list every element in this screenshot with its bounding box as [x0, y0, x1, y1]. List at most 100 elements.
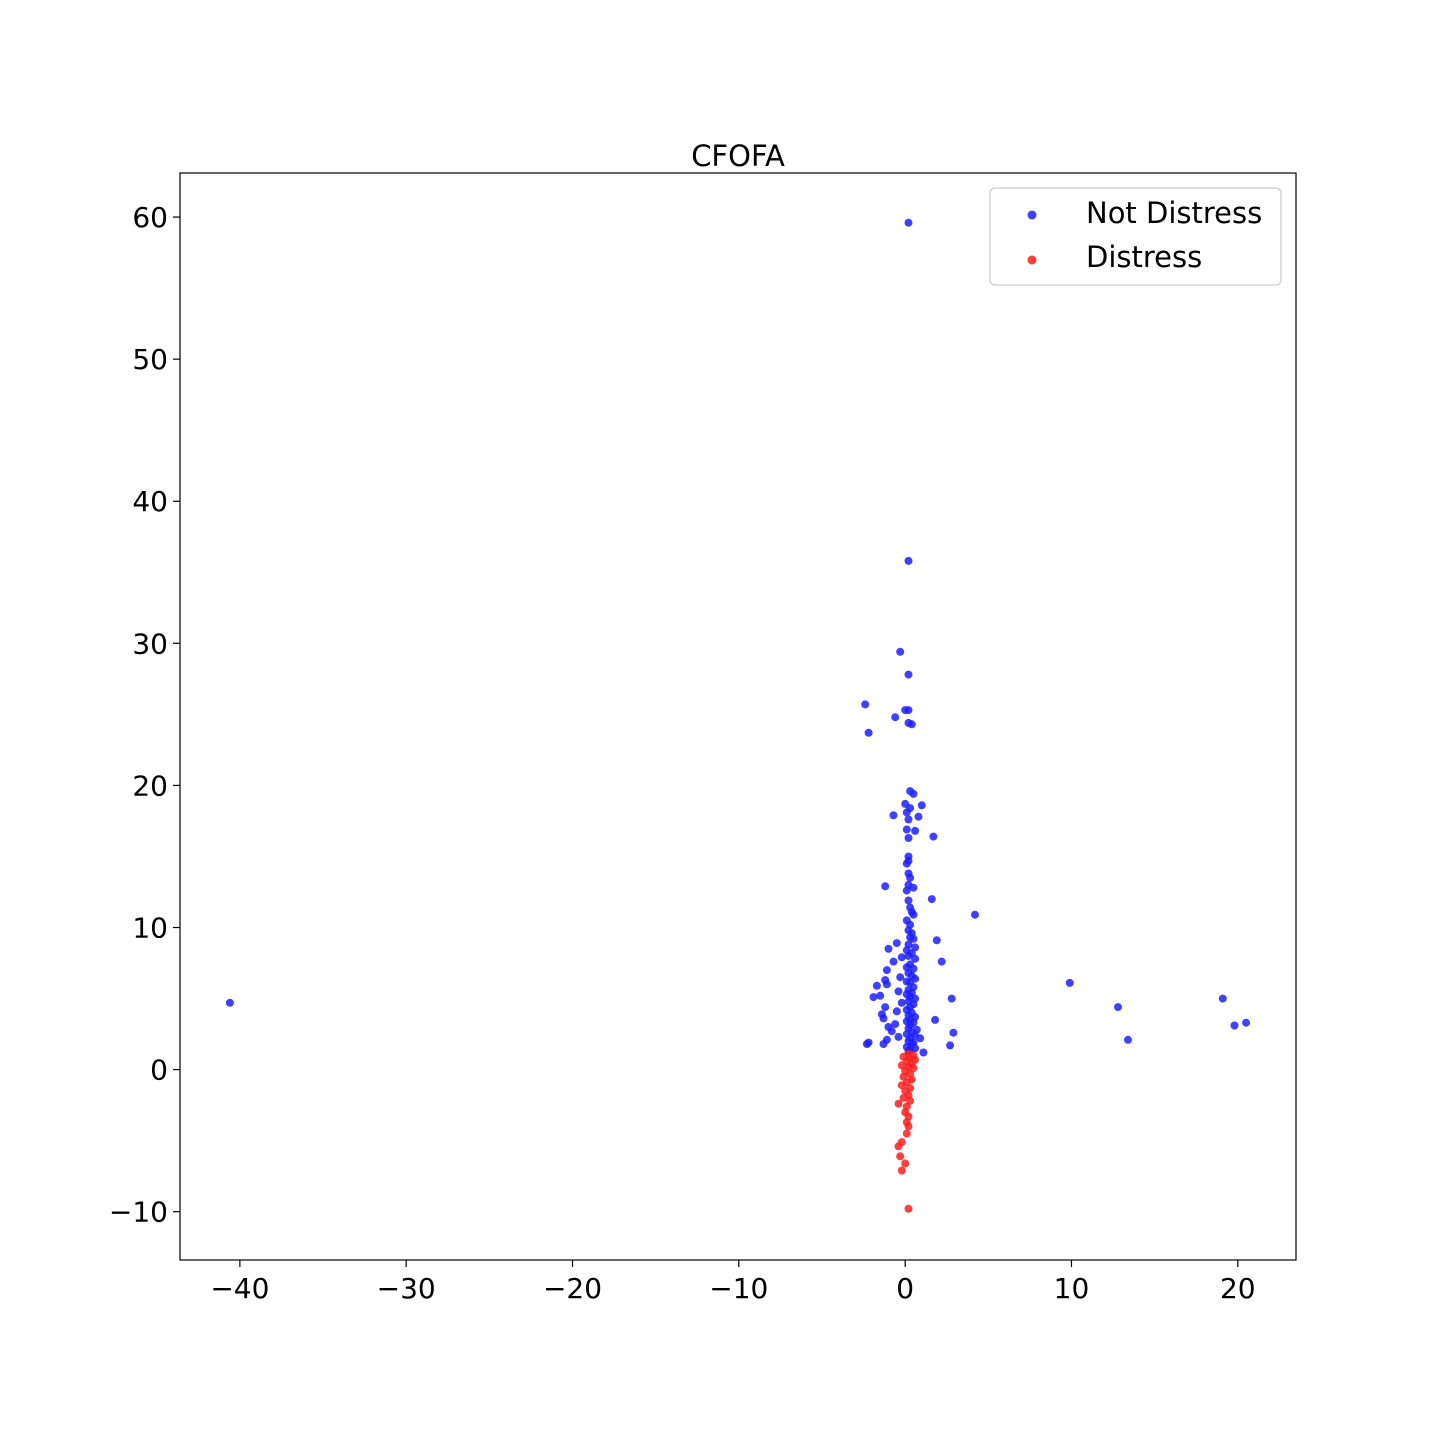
point-not-distress-7 — [891, 713, 900, 722]
point-not-distress-16 — [902, 808, 911, 817]
point-not-distress-78 — [869, 993, 878, 1002]
point-not-distress-76 — [876, 991, 885, 1000]
point-not-distress-112 — [894, 1032, 903, 1041]
point-not-distress-70 — [872, 981, 881, 990]
point-not-distress-30 — [909, 883, 918, 892]
point-not-distress-6 — [904, 706, 913, 715]
point-not-distress-84 — [225, 998, 234, 1007]
point-distress-21 — [894, 1099, 903, 1108]
y-tick-label-5: 40 — [132, 485, 168, 518]
point-not-distress-83 — [897, 998, 906, 1007]
point-not-distress-3 — [904, 670, 913, 679]
point-not-distress-2 — [896, 647, 905, 656]
point-not-distress-60 — [882, 966, 891, 975]
point-not-distress-80 — [947, 994, 956, 1003]
point-not-distress-37 — [909, 910, 918, 919]
point-distress-31 — [901, 1159, 910, 1168]
legend: Not Distress Distress — [989, 187, 1282, 286]
point-not-distress-120 — [862, 1040, 871, 1048]
x-tick-label-0: −40 — [210, 1272, 269, 1305]
point-not-distress-9 — [907, 720, 916, 729]
y-tick-label-4: 30 — [132, 627, 168, 660]
point-not-distress-21 — [911, 826, 920, 835]
point-not-distress-107 — [887, 1027, 896, 1036]
point-not-distress-19 — [904, 815, 913, 824]
point-not-distress-10 — [864, 728, 873, 737]
point-not-distress-52 — [904, 951, 913, 960]
point-not-distress-26 — [902, 859, 911, 868]
points-layer — [225, 218, 1251, 1213]
point-not-distress-32 — [902, 886, 911, 895]
point-not-distress-17 — [889, 811, 898, 820]
x-tick-label-2: −20 — [543, 1272, 602, 1305]
legend-label-not-distress: Not Distress — [1086, 196, 1262, 230]
point-not-distress-54 — [911, 954, 920, 963]
point-not-distress-123 — [946, 1041, 955, 1050]
point-not-distress-14 — [917, 801, 926, 810]
chart-title: CFOFA — [691, 139, 785, 173]
point-not-distress-68 — [1065, 978, 1074, 987]
point-not-distress-31 — [881, 882, 890, 891]
point-not-distress-90 — [892, 1007, 901, 1016]
point-not-distress-34 — [904, 896, 913, 905]
point-not-distress-97 — [931, 1015, 940, 1024]
point-not-distress-4 — [861, 700, 870, 709]
point-not-distress-87 — [1114, 1003, 1122, 1012]
x-tick-label-5: 10 — [1054, 1272, 1090, 1305]
y-tick-label-1: 0 — [150, 1054, 168, 1087]
point-not-distress-49 — [884, 944, 893, 953]
point-not-distress-23 — [904, 834, 913, 842]
point-not-distress-81 — [1218, 994, 1227, 1003]
point-distress-26 — [904, 1122, 913, 1131]
x-tick-label-6: 20 — [1220, 1272, 1256, 1305]
point-not-distress-63 — [896, 973, 905, 982]
y-tick-label-0: −10 — [109, 1196, 168, 1229]
legend-box — [989, 187, 1282, 286]
point-not-distress-44 — [909, 934, 918, 943]
point-not-distress-100 — [1242, 1018, 1251, 1027]
point-not-distress-73 — [894, 987, 903, 996]
y-tick-label-6: 50 — [132, 343, 168, 376]
point-not-distress-121 — [879, 1040, 888, 1048]
y-tick-label-3: 20 — [132, 769, 168, 802]
point-not-distress-0 — [904, 218, 913, 227]
point-distress-30 — [896, 1152, 905, 1161]
point-distress-19 — [899, 1094, 908, 1102]
x-tick-label-3: −10 — [709, 1272, 768, 1305]
point-not-distress-53 — [897, 953, 906, 962]
point-not-distress-115 — [1124, 1035, 1132, 1044]
point-not-distress-18 — [914, 812, 923, 821]
point-not-distress-109 — [949, 1028, 958, 1037]
x-tick-label-4: 0 — [896, 1272, 914, 1305]
point-not-distress-46 — [892, 939, 901, 948]
point-distress-27 — [902, 1129, 911, 1138]
plot-frame — [179, 172, 1297, 1261]
point-not-distress-45 — [932, 936, 941, 945]
point-distress-29 — [894, 1142, 903, 1151]
point-distress-33 — [904, 1204, 913, 1213]
ticks-layer: −40 −30 −20 −10 0 10 20 −10 0 10 20 30 40 50 60 — [109, 201, 1256, 1305]
y-tick-label-2: 10 — [132, 912, 168, 945]
point-not-distress-56 — [889, 957, 898, 966]
point-distress-32 — [897, 1166, 906, 1175]
legend-marker-distress — [1027, 255, 1037, 265]
point-not-distress-12 — [909, 789, 918, 798]
point-not-distress-127 — [919, 1048, 928, 1057]
legend-label-distress: Distress — [1086, 240, 1202, 274]
point-not-distress-69 — [882, 980, 891, 989]
point-not-distress-103 — [1230, 1021, 1239, 1030]
legend-marker-not-distress — [1027, 210, 1037, 220]
point-not-distress-38 — [971, 910, 979, 919]
point-not-distress-101 — [891, 1020, 900, 1029]
point-not-distress-1 — [904, 556, 913, 565]
point-not-distress-95 — [879, 1014, 888, 1023]
point-not-distress-22 — [929, 832, 938, 841]
point-not-distress-28 — [906, 873, 915, 882]
x-tick-label-1: −30 — [377, 1272, 436, 1305]
point-not-distress-33 — [927, 895, 936, 904]
point-not-distress-88 — [881, 1003, 890, 1012]
point-not-distress-55 — [937, 957, 946, 966]
y-tick-label-7: 60 — [132, 201, 168, 234]
point-not-distress-114 — [916, 1034, 925, 1043]
